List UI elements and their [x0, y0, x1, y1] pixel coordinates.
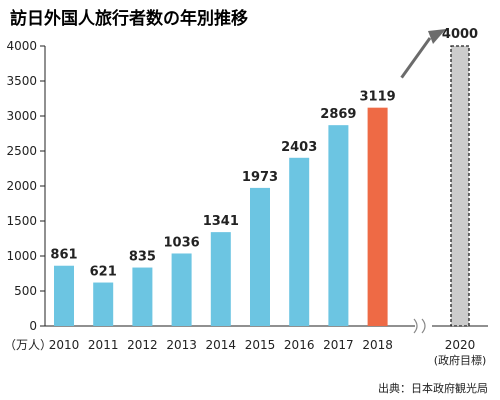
source-note: 出典：日本政府観光局	[378, 381, 488, 395]
value-label-2013: 1036	[164, 235, 200, 250]
x-tick-label-2016: 2016	[284, 338, 315, 352]
value-label-target: 4000	[442, 27, 478, 42]
trend-arrow-line	[400, 37, 432, 79]
x-tick-label-2014: 2014	[206, 338, 237, 352]
value-label-2017: 2869	[320, 107, 356, 122]
x-tick-label-2017: 2017	[323, 338, 354, 352]
bar-2013	[171, 253, 192, 326]
y-tick-label: 1500	[6, 214, 37, 228]
x-tick-label-2012: 2012	[127, 338, 158, 352]
bar-2017	[328, 125, 349, 326]
value-label-2016: 2403	[281, 140, 317, 155]
trend-arrow-head	[428, 29, 446, 44]
y-tick-label: 3500	[6, 74, 37, 88]
chart-title: 訪日外国人旅行者数の年別推移	[10, 8, 248, 29]
y-tick-label: 500	[14, 284, 37, 298]
x-tick-label-2013: 2013	[166, 338, 197, 352]
bar-2016	[289, 157, 310, 326]
bar-2012	[132, 267, 153, 326]
x-tick-label-2010: 2010	[49, 338, 80, 352]
value-label-2018: 3119	[360, 90, 396, 105]
x-tick-label-2015: 2015	[245, 338, 276, 352]
value-label-2011: 621	[90, 265, 117, 280]
value-label-2015: 1973	[242, 170, 278, 185]
axis-break-mark	[413, 318, 426, 334]
bar-2018	[367, 107, 388, 326]
x-tick-label-target: 2020	[445, 338, 476, 352]
y-axis-unit: （万人）	[4, 338, 52, 352]
x-axis-labels: 2010 2011 2012 2013 2014 2015 2016 2017 2018 2020…	[49, 338, 487, 367]
y-tick-label: 4000	[6, 39, 37, 53]
bar-2011	[93, 282, 114, 326]
y-tick-label: 2000	[6, 179, 37, 193]
x-tick-label-2011: 2011	[88, 338, 119, 352]
bar-2015	[250, 187, 270, 326]
y-tick-label: 1000	[6, 249, 37, 263]
target-sublabel: (政府目標)	[434, 353, 487, 367]
bar-2014	[210, 232, 231, 326]
bar-target-2020	[450, 45, 470, 327]
x-tick-label-2018: 2018	[362, 338, 393, 352]
y-tick-label: 3000	[6, 109, 37, 123]
y-tick-label: 0	[29, 319, 37, 333]
value-label-2014: 1341	[203, 214, 239, 229]
value-label-2010: 861	[50, 248, 77, 263]
value-label-2012: 835	[129, 250, 156, 265]
y-tick-label: 2500	[6, 144, 37, 158]
bar-2010	[54, 265, 74, 326]
y-axis: 0 500 1000 1500 2000 2500 3000 3500 4000	[6, 39, 488, 334]
